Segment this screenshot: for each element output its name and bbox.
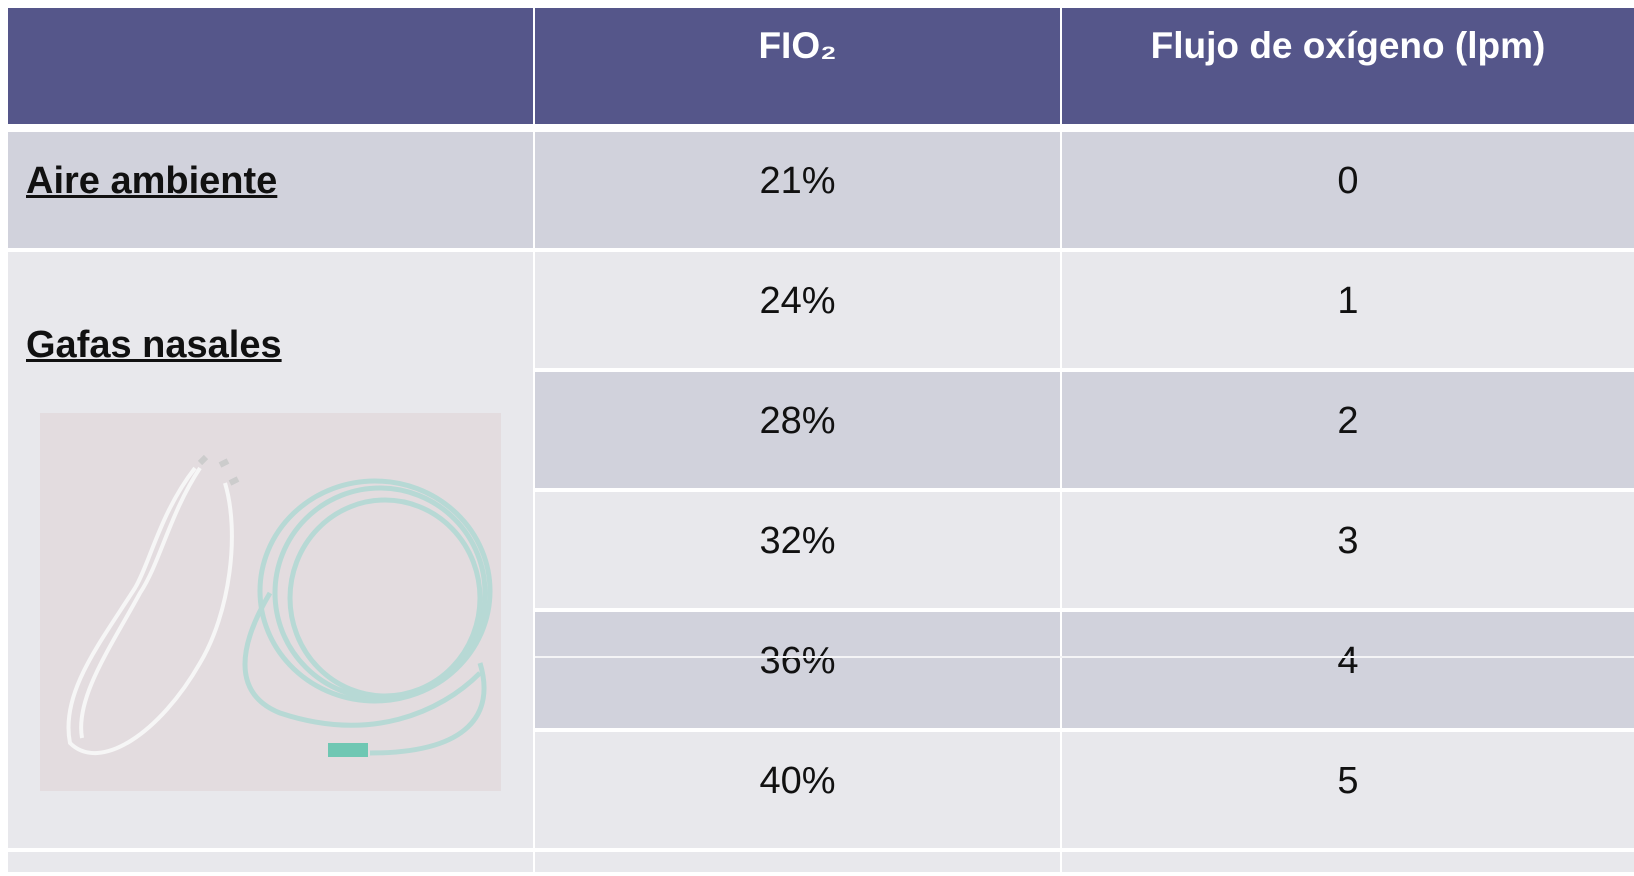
column-header: Flujo de oxígeno (lpm) [1062,8,1634,124]
device-label: Gafas nasales [26,326,282,364]
flow-value: 4 [1062,642,1634,680]
flow-value: 3 [1062,522,1634,560]
header-cell [8,8,533,124]
fio2-value: 32% [535,522,1060,560]
table-cell [8,852,533,872]
nasal-cannula-image [40,413,501,791]
flow-value: 5 [1062,762,1634,800]
page: {"table": {"header": ["FIO₂", "Flujo de … [0,0,1634,876]
flow-value: 1 [1062,282,1634,320]
table-cell [535,852,1060,872]
fio2-value: 36% [535,642,1060,680]
row-line [535,656,1634,658]
fio2-value: 24% [535,282,1060,320]
fio2-value: 28% [535,402,1060,440]
device-label: Aire ambiente [26,162,277,200]
flow-value: 2 [1062,402,1634,440]
flow-value: 0 [1062,162,1634,200]
column-header: FIO₂ [535,8,1060,124]
fio2-value: 21% [535,162,1060,200]
table-cell [1062,852,1634,872]
image [40,413,501,791]
fio2-value: 40% [535,762,1060,800]
